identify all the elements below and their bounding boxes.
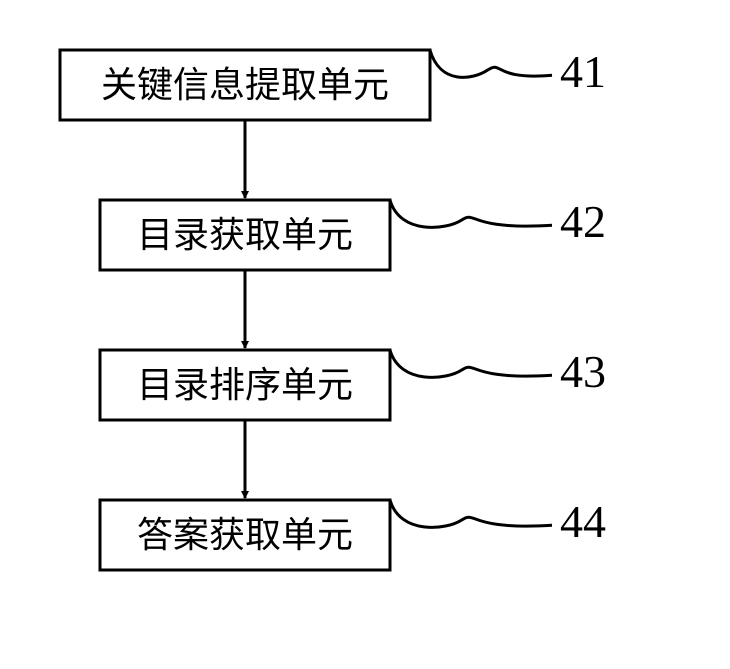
- callout-number: 44: [560, 496, 606, 547]
- flowchart-diagram: 关键信息提取单元目录获取单元目录排序单元答案获取单元 41 42 43 44: [0, 0, 730, 669]
- node-label: 目录排序单元: [137, 365, 353, 405]
- node-label: 答案获取单元: [137, 515, 353, 555]
- callout-number: 43: [560, 346, 606, 397]
- node-label: 关键信息提取单元: [101, 65, 389, 105]
- callout-number: 41: [560, 46, 606, 97]
- flowchart-node: 答案获取单元: [100, 500, 390, 570]
- flowchart-node: 目录获取单元: [100, 200, 390, 270]
- flowchart-node: 关键信息提取单元: [60, 50, 430, 120]
- callout-leader: [390, 200, 552, 227]
- node-label: 目录获取单元: [137, 215, 353, 255]
- callout-leader: [430, 50, 552, 77]
- callout-number: 42: [560, 196, 606, 247]
- callout-leader: [390, 350, 552, 377]
- flowchart-node: 目录排序单元: [100, 350, 390, 420]
- callout-leader: [390, 500, 552, 527]
